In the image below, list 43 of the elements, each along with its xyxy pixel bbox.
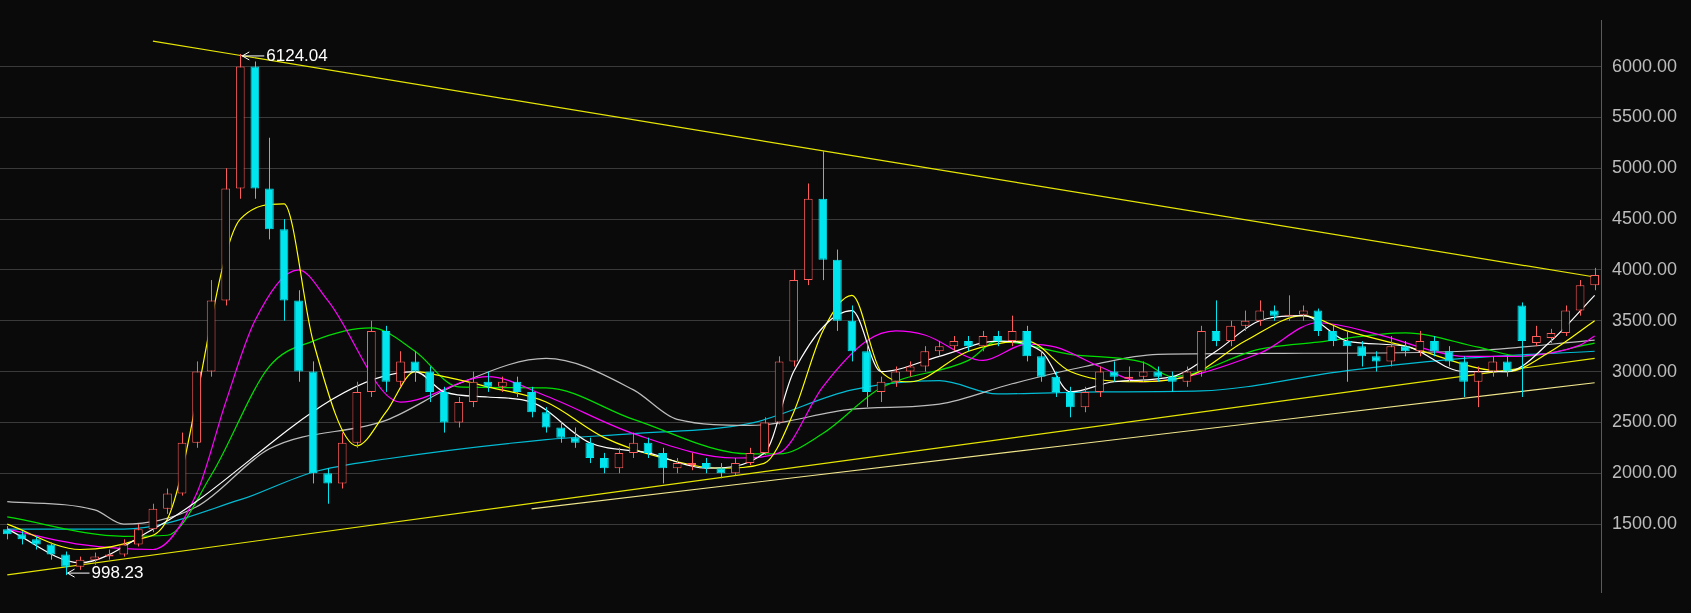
candlestick	[1066, 386, 1075, 418]
candlestick	[1036, 350, 1046, 383]
candlestick	[658, 447, 667, 484]
candlestick	[1240, 310, 1250, 332]
annotation: 998.23	[91, 562, 144, 582]
y-tick-label: 3500.00	[1611, 309, 1678, 330]
candlestick	[1371, 350, 1381, 373]
annotation: 6124.04	[266, 45, 328, 65]
candlestick	[425, 365, 434, 403]
candlestick	[1095, 365, 1104, 398]
candlestick	[1575, 279, 1585, 317]
y-tick-label: 4500.00	[1611, 208, 1678, 229]
candlestick	[1561, 304, 1570, 337]
candlestick	[585, 437, 595, 464]
candlestick	[1167, 371, 1177, 393]
candlestick	[1051, 371, 1061, 398]
candlestick	[396, 350, 405, 388]
candlestick	[527, 386, 536, 418]
y-tick-label: 5000.00	[1611, 157, 1678, 178]
y-tick-label: 2000.00	[1611, 462, 1678, 483]
y-tick-label: 2500.00	[1611, 411, 1678, 432]
y-tick-label: 3000.00	[1611, 360, 1678, 381]
candlestick	[410, 350, 420, 383]
candlestick	[163, 487, 172, 515]
candlestick	[920, 345, 930, 373]
candlestick	[1473, 365, 1483, 408]
candlestick	[1357, 340, 1367, 367]
candlestick	[1022, 325, 1032, 362]
candlestick	[1459, 355, 1468, 398]
candlestick	[133, 523, 143, 547]
candlestick	[323, 467, 333, 505]
candlestick	[454, 396, 464, 428]
candlestick	[1138, 360, 1148, 383]
candlestick	[483, 371, 493, 393]
candlestick	[570, 426, 580, 449]
y-tick-label: 1500.00	[1611, 513, 1678, 534]
line-series	[6, 203, 1596, 551]
candlestick	[1386, 335, 1396, 367]
candlestick	[468, 371, 478, 408]
y-tick-label: 6000.00	[1611, 55, 1678, 76]
candlestick	[1226, 320, 1235, 347]
y-tick-label: 5500.00	[1611, 106, 1678, 127]
y-tick-label: 4000.00	[1611, 258, 1678, 279]
